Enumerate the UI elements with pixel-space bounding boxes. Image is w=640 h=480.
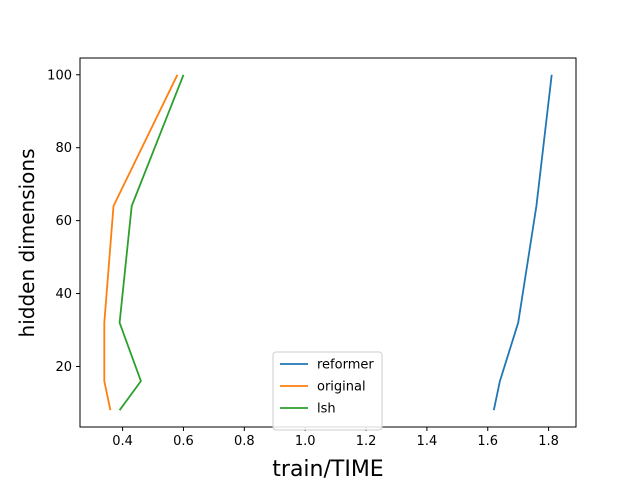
series-line-reformer (492, 74, 553, 411)
series-line-original (103, 74, 179, 411)
y-tick-label: 20 (55, 360, 72, 375)
y-tick-label: 80 (55, 141, 72, 156)
x-axis: 0.4 0.6 0.8 1.0 1.2 1.4 1.6 1.8 (112, 427, 559, 449)
x-tick-label: 0.8 (234, 434, 255, 449)
series-line-lsh (118, 74, 185, 411)
y-tick-label: 40 (55, 287, 72, 302)
x-tick-label: 0.6 (173, 434, 194, 449)
x-axis-title: train/TIME (272, 457, 383, 480)
y-tick-label: 100 (47, 68, 72, 83)
series-layer (103, 74, 553, 411)
legend-box (272, 351, 383, 431)
legend-label-original: original (317, 380, 366, 395)
y-axis: 20 40 60 80 100 (47, 68, 80, 375)
x-tick-label: 1.8 (538, 434, 559, 449)
y-axis-title: hidden dimensions (15, 149, 39, 338)
x-tick-label: 1.4 (417, 434, 438, 449)
x-tick-label: 1.6 (477, 434, 498, 449)
x-tick-label: 1.0 (295, 434, 316, 449)
legend-label-reformer: reformer (317, 358, 374, 373)
x-tick-label: 0.4 (112, 434, 133, 449)
y-tick-label: 60 (55, 214, 72, 229)
x-tick-label: 1.2 (356, 434, 377, 449)
legend-label-lsh: lsh (317, 402, 336, 417)
legend: reformer original lsh (272, 351, 383, 431)
